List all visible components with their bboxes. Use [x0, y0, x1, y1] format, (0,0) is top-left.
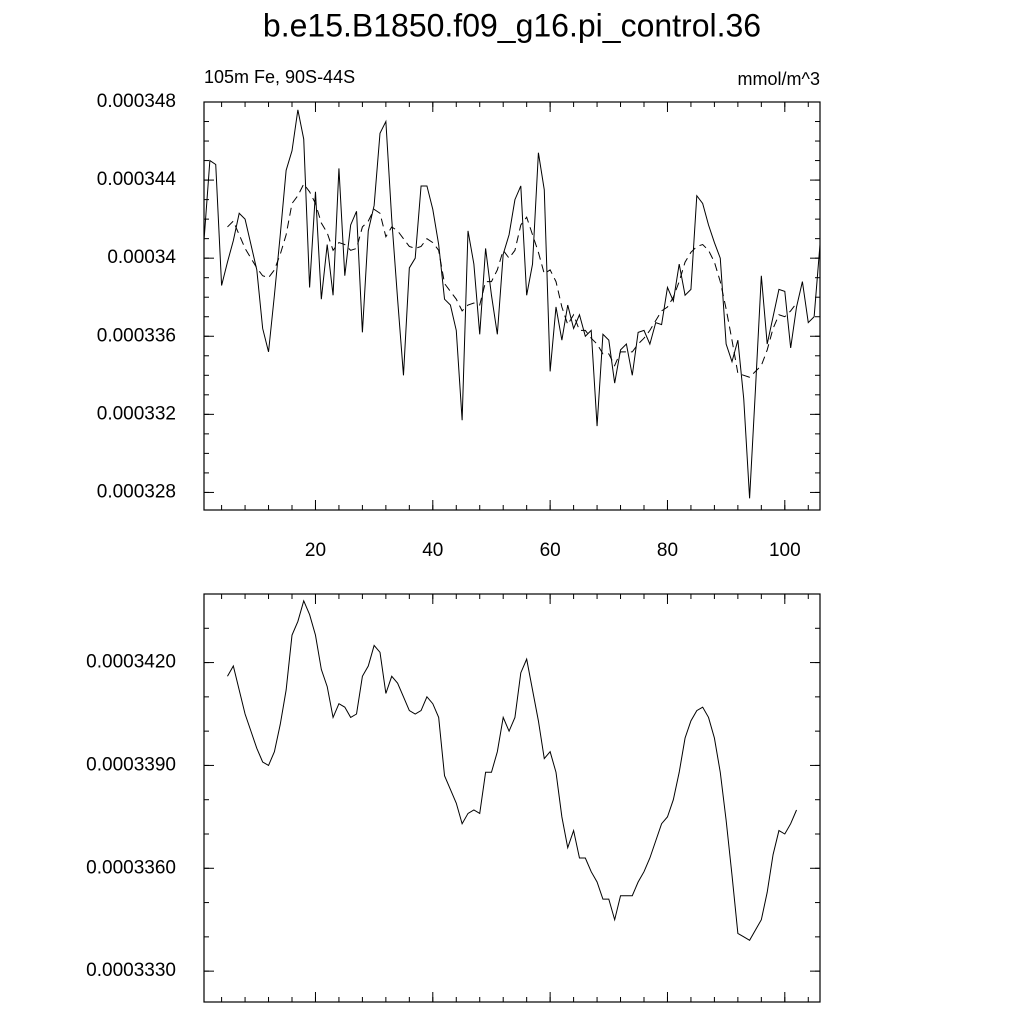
y-tick-label: 0.000332 [97, 403, 176, 424]
x-tick-label: 40 [422, 540, 443, 561]
x-tick-label: 60 [540, 540, 561, 561]
x-tick-label: 100 [769, 540, 801, 561]
x-tick-label: 80 [657, 540, 678, 561]
y-tick-label: 0.000336 [97, 325, 176, 346]
data-line [203, 109, 821, 499]
y-tick-label: 0.0003330 [86, 960, 176, 981]
plot-frame [203, 593, 821, 1003]
subtitle-right: mmol/m^3 [738, 69, 820, 89]
y-tick-label: 0.000348 [97, 91, 176, 112]
y-tick-label: 0.0003360 [86, 857, 176, 878]
y-tick-label: 0.000344 [97, 169, 177, 190]
plot-frame [203, 101, 821, 511]
subtitle-left: 105m Fe, 90S-44S [204, 67, 355, 87]
y-tick-label: 0.000328 [97, 481, 176, 502]
data-line [227, 599, 797, 941]
data-line [227, 183, 797, 378]
x-tick-label: 20 [305, 540, 326, 561]
y-tick-label: 0.0003420 [86, 652, 176, 673]
y-tick-label: 0.00034 [107, 247, 176, 268]
y-tick-label: 0.0003390 [86, 754, 176, 775]
chart-title: b.e15.B1850.f09_g16.pi_control.36 [263, 7, 761, 43]
